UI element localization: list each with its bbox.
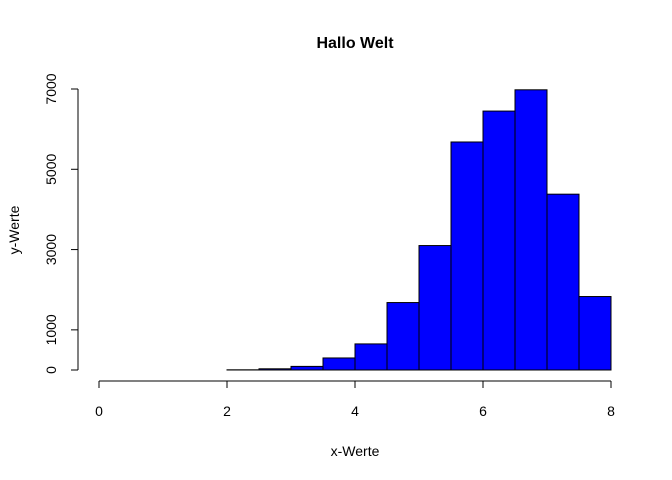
y-tick-label-3: 5000 bbox=[43, 154, 59, 185]
histogram-bar-8 bbox=[354, 343, 388, 371]
y-axis-label: y-Werte bbox=[6, 205, 22, 254]
y-tick-label-0: 0 bbox=[43, 366, 59, 374]
histogram-bar-10 bbox=[418, 245, 452, 371]
histogram-bar-7 bbox=[322, 357, 356, 371]
x-tick-label-0: 0 bbox=[95, 403, 103, 419]
y-axis: 0 1000 3000 5000 7000 bbox=[43, 73, 79, 374]
histogram-bar-6 bbox=[290, 365, 324, 371]
histogram-bar-9 bbox=[386, 302, 420, 371]
y-tick-label-4: 7000 bbox=[43, 73, 59, 104]
y-tick-label-2: 3000 bbox=[43, 234, 59, 265]
bars-group bbox=[226, 89, 612, 371]
x-tick-label-2: 4 bbox=[351, 403, 359, 419]
histogram-bar-15 bbox=[578, 296, 612, 371]
histogram-bar-11 bbox=[450, 141, 484, 371]
x-axis-label: x-Werte bbox=[331, 443, 380, 459]
histogram-bar-13 bbox=[514, 89, 548, 371]
histogram-bar-5 bbox=[258, 368, 292, 371]
histogram-bar-12 bbox=[482, 110, 516, 371]
y-tick-label-1: 1000 bbox=[43, 314, 59, 345]
chart-title: Hallo Welt bbox=[316, 35, 394, 52]
x-tick-label-4: 8 bbox=[607, 403, 615, 419]
x-tick-label-3: 6 bbox=[479, 403, 487, 419]
x-axis: 0 2 4 6 8 bbox=[95, 380, 615, 419]
histogram-bar-14 bbox=[546, 193, 580, 371]
x-tick-label-1: 2 bbox=[223, 403, 231, 419]
